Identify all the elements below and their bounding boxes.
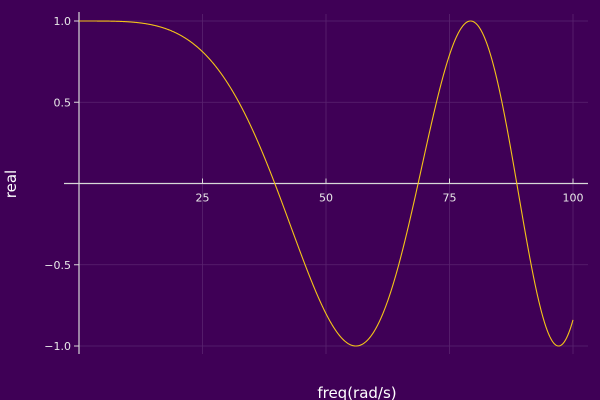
x-tick-label-2: 75 — [443, 192, 457, 205]
y-tick-label-0: 1.0 — [54, 15, 72, 28]
x-axis-ticks: 25 50 75 100 — [196, 178, 584, 205]
y-tick-label-3: −1.0 — [44, 340, 71, 353]
y-tick-label-2: −0.5 — [44, 259, 71, 272]
x-tick-label-3: 100 — [563, 192, 584, 205]
x-tick-label-0: 25 — [196, 192, 210, 205]
x-tick-label-1: 50 — [319, 192, 333, 205]
x-axis-label: freq(rad/s) — [317, 384, 396, 400]
y-tick-label-1: 0.5 — [54, 96, 72, 109]
series-line — [79, 20, 574, 347]
y-axis-ticks: 1.0 0.5 −0.5 −1.0 — [44, 15, 79, 353]
y-axis-label: real — [2, 170, 20, 198]
